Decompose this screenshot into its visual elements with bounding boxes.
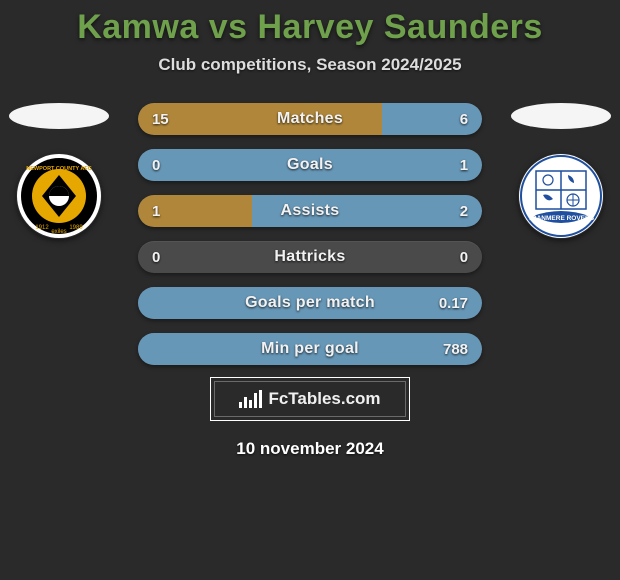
- stat-label: Matches: [138, 103, 482, 135]
- stat-row: 788Min per goal: [138, 333, 482, 365]
- right-club-crest: TRANMERE ROVERS: [518, 153, 604, 239]
- stat-label: Assists: [138, 195, 482, 227]
- stat-row: 00Hattricks: [138, 241, 482, 273]
- stat-row: 156Matches: [138, 103, 482, 135]
- stat-label: Min per goal: [138, 333, 482, 365]
- page-title: Kamwa vs Harvey Saunders: [0, 8, 620, 47]
- svg-text:TRANMERE ROVERS: TRANMERE ROVERS: [528, 215, 595, 222]
- right-side: TRANMERE ROVERS: [502, 103, 620, 239]
- subtitle: Club competitions, Season 2024/2025: [0, 55, 620, 75]
- svg-text:exiles: exiles: [51, 229, 66, 235]
- left-ellipse: [9, 103, 109, 129]
- svg-text:NEWPORT COUNTY AFC: NEWPORT COUNTY AFC: [26, 166, 91, 172]
- footer-date: 10 november 2024: [0, 439, 620, 459]
- stat-label: Hattricks: [138, 241, 482, 273]
- stat-row: 12Assists: [138, 195, 482, 227]
- comparison-card: Kamwa vs Harvey Saunders Club competitio…: [0, 0, 620, 467]
- right-ellipse: [511, 103, 611, 129]
- left-club-crest: NEWPORT COUNTY AFC 1912 1989 exiles: [16, 153, 102, 239]
- chart-icon: [239, 390, 262, 408]
- brand-text: FcTables.com: [268, 389, 380, 409]
- svg-text:1989: 1989: [69, 225, 83, 231]
- main-content: NEWPORT COUNTY AFC 1912 1989 exiles 156M…: [0, 103, 620, 365]
- left-side: NEWPORT COUNTY AFC 1912 1989 exiles: [0, 103, 118, 239]
- player1-name: Kamwa: [77, 8, 199, 46]
- svg-text:1912: 1912: [35, 225, 49, 231]
- stat-row: 0.17Goals per match: [138, 287, 482, 319]
- stat-row: 01Goals: [138, 149, 482, 181]
- player2-name: Harvey Saunders: [257, 8, 542, 46]
- stat-label: Goals: [138, 149, 482, 181]
- footer-brand-badge: FcTables.com: [210, 377, 410, 421]
- vs-text: vs: [209, 8, 248, 46]
- stat-label: Goals per match: [138, 287, 482, 319]
- stat-bars: 156Matches 01Goals 12Assists 00Hattricks 0.1…: [138, 103, 482, 365]
